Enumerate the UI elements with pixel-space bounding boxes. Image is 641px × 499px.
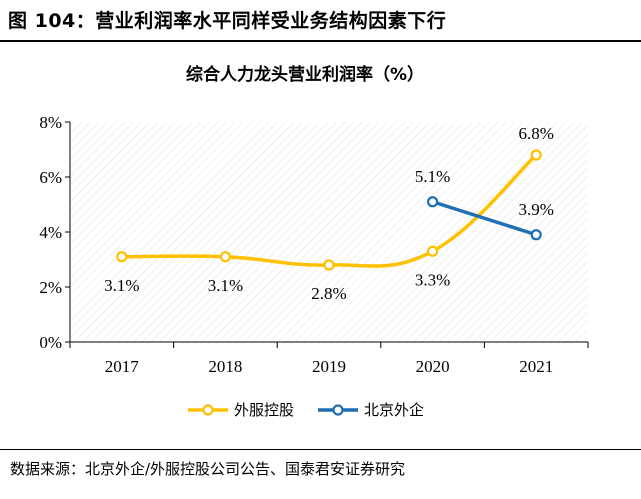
data-label: 3.1%: [208, 276, 243, 295]
data-label: 6.8%: [518, 124, 553, 143]
y-tick-label: 0%: [39, 333, 62, 352]
title-rule: [0, 40, 641, 42]
legend-swatch-marker: [202, 404, 214, 416]
y-tick-label: 2%: [39, 278, 62, 297]
y-tick-label: 8%: [39, 113, 62, 132]
data-label: 3.3%: [415, 270, 450, 289]
data-label: 3.9%: [518, 200, 553, 219]
y-tick-label: 4%: [39, 223, 62, 242]
source-note: 数据来源：北京外企/外服控股公司公告、国泰君安证券研究: [10, 460, 406, 478]
line-chart: 综合人力龙头营业利润率（%） 0% 2% 4% 6% 8% 2017 2018 2019 202…: [39, 64, 589, 419]
data-point: [323, 259, 335, 271]
x-tick-label: 2021: [519, 357, 553, 376]
legend-label: 北京外企: [364, 401, 424, 419]
data-label: 5.1%: [415, 167, 450, 186]
y-tick-label: 6%: [39, 168, 62, 187]
data-point: [530, 149, 542, 161]
x-tick-label: 2017: [105, 357, 140, 376]
data-point: [219, 251, 231, 263]
figure-title: 图 104：营业利润率水平同样受业务结构因素下行: [8, 10, 447, 32]
x-tick-label: 2019: [312, 357, 346, 376]
x-tick-label: 2018: [208, 357, 242, 376]
legend-label: 外服控股: [234, 401, 294, 419]
data-point: [427, 245, 439, 257]
data-label: 3.1%: [104, 276, 139, 295]
data-point: [530, 229, 542, 241]
chart-title: 综合人力龙头营业利润率（%）: [186, 64, 424, 85]
data-point: [427, 196, 439, 208]
plot-area: [70, 122, 588, 342]
x-tick-label: 2020: [416, 357, 450, 376]
series-line-1: [430, 200, 538, 237]
legend-swatch-marker: [332, 404, 344, 416]
footer-rule: [0, 449, 641, 450]
data-point: [116, 251, 128, 263]
data-label: 2.8%: [311, 284, 346, 303]
